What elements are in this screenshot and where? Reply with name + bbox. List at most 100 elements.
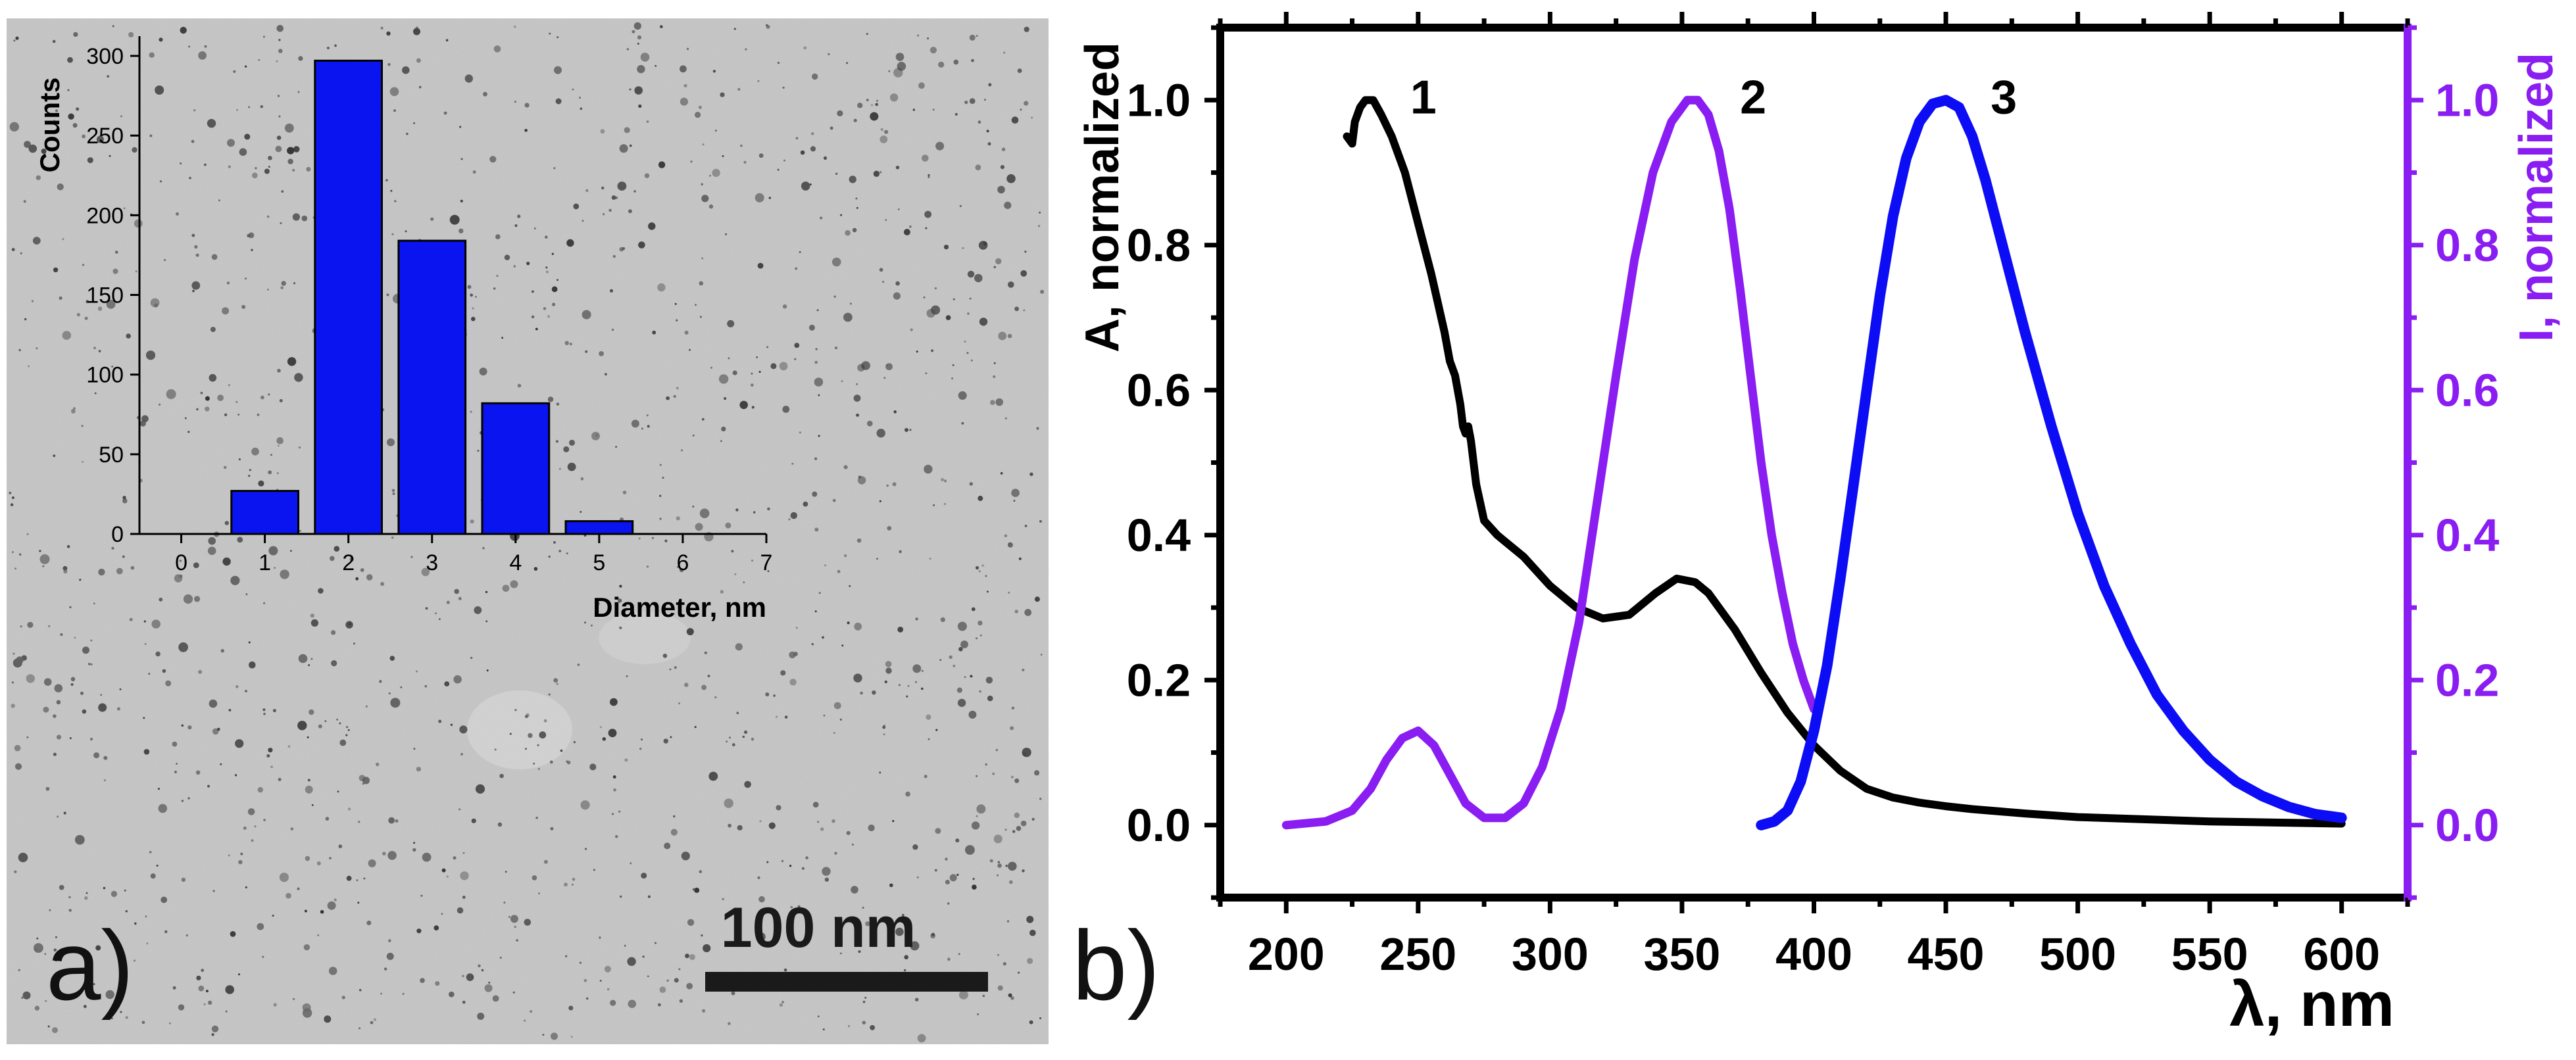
nanoparticle-dot xyxy=(543,719,547,723)
nanoparticle-dot xyxy=(542,1034,545,1036)
spectra-x-tick-label: 500 xyxy=(2039,928,2116,980)
nanoparticle-dot xyxy=(572,878,576,881)
nanoparticle-dot xyxy=(853,118,857,122)
nanoparticle-dot xyxy=(944,479,947,483)
nanoparticle-dot xyxy=(985,763,987,766)
nanoparticle-dot xyxy=(180,26,187,34)
nanoparticle-dot xyxy=(897,627,904,633)
nanoparticle-dot xyxy=(76,312,80,317)
nanoparticle-dot xyxy=(111,546,114,550)
nanoparticle-dot xyxy=(855,197,858,200)
nanoparticle-dot xyxy=(218,199,220,202)
histogram-x-tick-label: 6 xyxy=(676,550,689,575)
nanoparticle-dot xyxy=(111,890,118,898)
nanoparticle-dot xyxy=(19,553,22,556)
nanoparticle-dot xyxy=(209,373,217,382)
nanoparticle-dot xyxy=(277,445,280,447)
nanoparticle-dot xyxy=(857,476,866,485)
nanoparticle-dot xyxy=(779,1003,783,1007)
nanoparticle-dot xyxy=(95,945,101,951)
nanoparticle-dot xyxy=(155,651,161,657)
nanoparticle-dot xyxy=(481,969,484,972)
nanoparticle-dot xyxy=(934,869,937,872)
nanoparticle-dot xyxy=(514,925,516,928)
nanoparticle-dot xyxy=(724,397,727,400)
nanoparticle-dot xyxy=(957,621,967,631)
nanoparticle-dot xyxy=(753,511,756,514)
nanoparticle-dot xyxy=(475,295,477,298)
nanoparticle-dot xyxy=(822,867,831,876)
nanoparticle-dot xyxy=(248,106,251,108)
nanoparticle-dot xyxy=(861,361,870,370)
nanoparticle-dot xyxy=(964,101,968,105)
nanoparticle-dot xyxy=(227,139,235,147)
nanoparticle-dot xyxy=(462,975,464,978)
nanoparticle-dot xyxy=(794,343,800,349)
nanoparticle-dot xyxy=(302,1008,312,1018)
nanoparticle-dot xyxy=(921,687,924,690)
nanoparticle-dot xyxy=(80,691,84,695)
nanoparticle-dot xyxy=(11,681,14,684)
nanoparticle-dot xyxy=(357,902,360,904)
nanoparticle-dot xyxy=(615,835,618,838)
nanoparticle-dot xyxy=(925,372,928,375)
nanoparticle-dot xyxy=(1029,929,1036,936)
nanoparticle-dot xyxy=(82,134,86,139)
nanoparticle-dot xyxy=(694,887,700,893)
nanoparticle-dot xyxy=(254,825,257,828)
nanoparticle-dot xyxy=(1004,534,1008,537)
nanoparticle-dot xyxy=(359,1027,361,1030)
nanoparticle-dot xyxy=(222,557,231,566)
nanoparticle-dot xyxy=(1014,306,1019,312)
nanoparticle-dot xyxy=(865,921,870,927)
nanoparticle-dot xyxy=(638,241,645,249)
nanoparticle-dot xyxy=(299,529,301,532)
nanoparticle-dot xyxy=(415,26,419,30)
nanoparticle-dot xyxy=(156,864,159,867)
nanoparticle-dot xyxy=(263,712,266,715)
nanoparticle-dot xyxy=(223,466,227,470)
nanoparticle-dot xyxy=(211,1033,214,1036)
nanoparticle-dot xyxy=(495,234,501,239)
nanoparticle-dot xyxy=(569,343,572,346)
nanoparticle-dot xyxy=(450,723,453,727)
nanoparticle-dot xyxy=(607,988,610,991)
nanoparticle-dot xyxy=(208,1000,212,1005)
nanoparticle-dot xyxy=(689,349,691,351)
nanoparticle-dot xyxy=(622,491,627,494)
nanoparticle-dot xyxy=(1039,1017,1041,1019)
nanoparticle-dot xyxy=(268,546,278,556)
nanoparticle-dot xyxy=(207,784,210,788)
nanoparticle-dot xyxy=(565,955,568,957)
nanoparticle-dot xyxy=(637,43,639,45)
nanoparticle-dot xyxy=(879,500,881,502)
nanoparticle-dot xyxy=(619,144,628,153)
nanoparticle-dot xyxy=(31,300,34,302)
nanoparticle-dot xyxy=(686,47,689,51)
nanoparticle-dot xyxy=(67,57,73,63)
nanoparticle-dot xyxy=(879,771,881,774)
nanoparticle-dot xyxy=(674,302,677,305)
nanoparticle-dot xyxy=(178,642,188,652)
nanoparticle-dot xyxy=(757,262,764,269)
nanoparticle-dot xyxy=(532,290,534,293)
nanoparticle-dot xyxy=(535,327,538,331)
nanoparticle-dot xyxy=(664,739,667,742)
nanoparticle-dot xyxy=(655,64,657,67)
nanoparticle-dot xyxy=(460,871,469,880)
nanoparticle-dot xyxy=(164,930,168,934)
nanoparticle-dot xyxy=(714,130,717,132)
nanoparticle-dot xyxy=(935,828,941,834)
nanoparticle-dot xyxy=(67,89,70,91)
nanoparticle-dot xyxy=(709,174,711,177)
nanoparticle-dot xyxy=(485,620,488,623)
nanoparticle-dot xyxy=(326,47,330,49)
nanoparticle-dot xyxy=(692,505,695,508)
nanoparticle-dot xyxy=(879,268,883,272)
nanoparticle-dot xyxy=(567,462,576,471)
nanoparticle-dot xyxy=(824,877,830,882)
nanoparticle-dot xyxy=(393,109,397,112)
nanoparticle-dot xyxy=(928,174,930,177)
nanoparticle-dot xyxy=(845,229,851,236)
